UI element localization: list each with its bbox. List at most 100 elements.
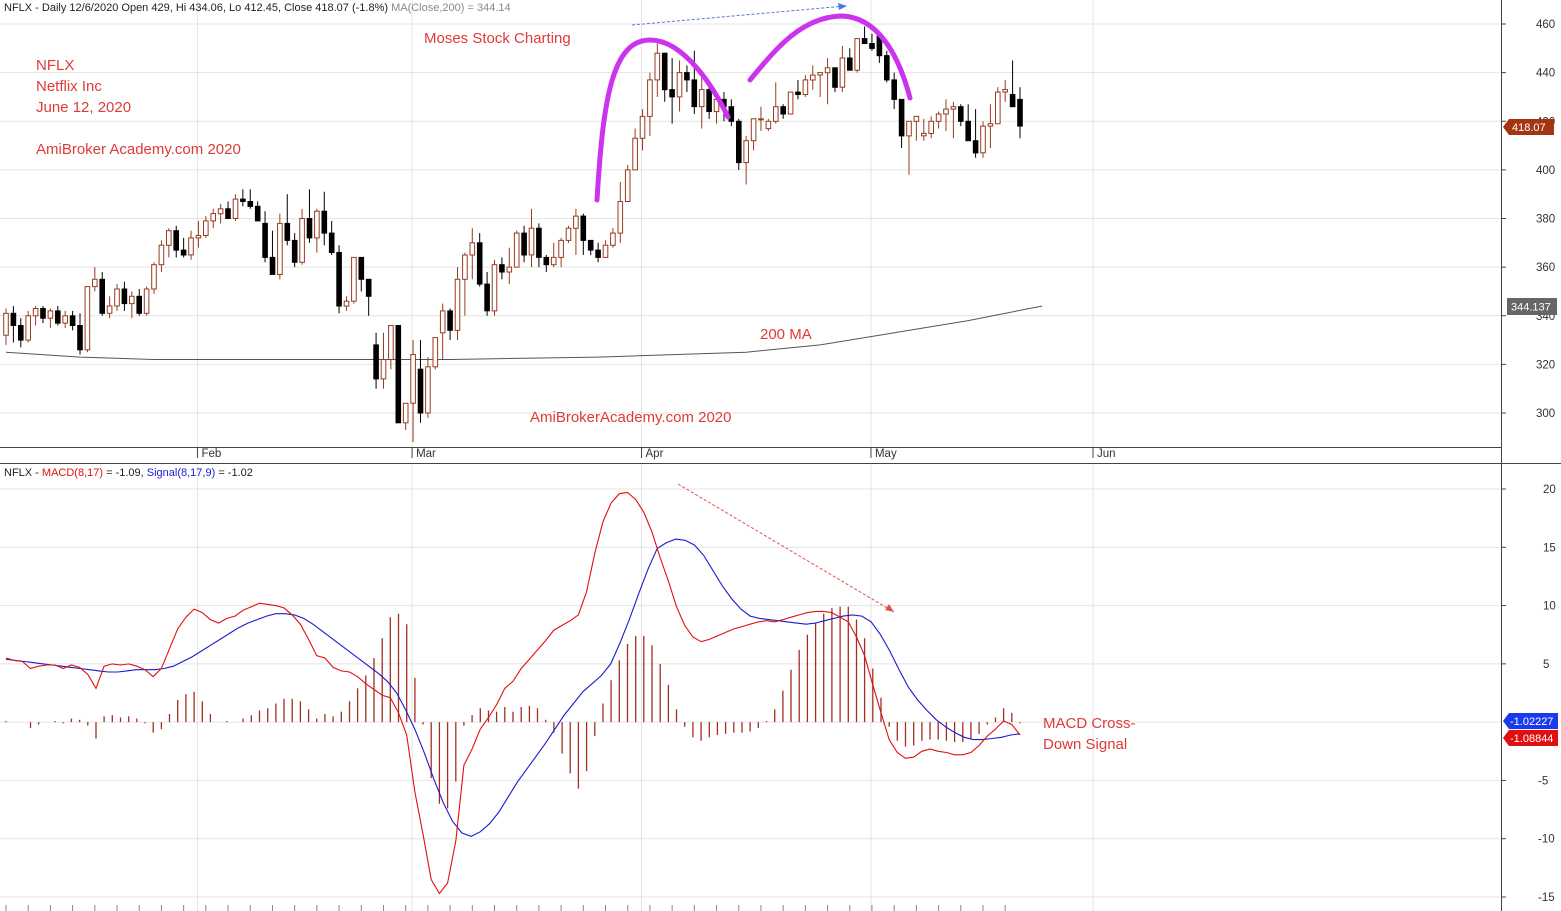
annotation-site-mid: AmiBrokerAcademy.com 2020 <box>530 409 731 426</box>
macd-y-axis: -15 -10 -5 5 10 15 20 <box>1501 484 1556 904</box>
candle <box>351 256 357 304</box>
candle-body <box>388 325 394 360</box>
candle-body <box>203 220 209 236</box>
candle <box>432 337 439 370</box>
macd-tick-label: 10 <box>1543 601 1556 613</box>
candle <box>884 50 890 83</box>
candle-body <box>610 232 616 246</box>
candle <box>580 213 587 255</box>
candle <box>395 325 402 424</box>
candle <box>950 101 957 139</box>
candle-body <box>262 222 268 258</box>
candle <box>513 230 520 268</box>
candle-body <box>299 218 305 263</box>
candle <box>639 109 646 151</box>
candle <box>336 245 342 314</box>
candle <box>898 98 905 148</box>
candle <box>232 194 239 221</box>
candle-body <box>773 106 779 122</box>
candle <box>55 306 61 326</box>
candle <box>269 230 276 275</box>
candle-body <box>935 113 942 122</box>
candle <box>558 237 564 268</box>
candle <box>373 332 379 389</box>
candle-body <box>217 208 224 215</box>
candle-body <box>595 249 601 258</box>
candle <box>121 281 128 311</box>
candle <box>18 318 24 348</box>
candle-body <box>736 120 742 164</box>
candle <box>543 254 550 272</box>
price-tick-label: 320 <box>1536 359 1555 371</box>
candle <box>136 289 142 316</box>
candle <box>25 310 31 343</box>
candle-body <box>728 106 735 122</box>
candle-body <box>972 140 979 154</box>
candle-body <box>151 264 157 290</box>
candle <box>610 228 616 248</box>
candle-body <box>432 337 439 368</box>
macd-pane <box>0 463 1501 911</box>
candle <box>824 58 831 105</box>
candle <box>661 52 668 102</box>
candle-body <box>506 266 513 273</box>
candle <box>943 99 949 131</box>
candle-body <box>787 91 794 115</box>
candle <box>669 58 675 124</box>
candle <box>195 220 202 248</box>
candle <box>980 121 986 158</box>
candle <box>365 278 372 316</box>
annotation-macd-note-2: Down Signal <box>1043 736 1127 753</box>
candle-body <box>521 232 527 256</box>
candle <box>84 286 91 353</box>
candle-body <box>950 106 957 110</box>
candle <box>891 72 898 110</box>
candle-body <box>587 239 594 251</box>
candle-body <box>284 222 291 241</box>
candle <box>758 106 764 131</box>
candle <box>810 65 816 90</box>
price-trend-arrowhead <box>838 3 847 10</box>
price-tick-label: 300 <box>1536 408 1555 420</box>
annotation-date: June 12, 2020 <box>36 99 131 116</box>
candle-body <box>336 252 342 307</box>
candle <box>906 120 912 175</box>
candle-body <box>92 278 98 288</box>
candle-body <box>469 242 476 256</box>
price-tick-label: 360 <box>1536 262 1555 274</box>
signal-line <box>5 538 1021 837</box>
macd-tick-label: 20 <box>1543 484 1556 496</box>
candle-body <box>106 305 113 314</box>
candle-body <box>402 402 409 424</box>
candle <box>499 257 505 280</box>
candle <box>388 325 394 370</box>
candle-body <box>832 67 838 88</box>
candle-body <box>188 237 194 256</box>
candle <box>143 286 150 316</box>
candle <box>77 313 83 355</box>
candle-body <box>439 310 446 334</box>
candle-body <box>854 38 861 71</box>
candle <box>624 165 631 202</box>
candle <box>240 189 246 207</box>
candle-body <box>891 79 898 100</box>
candle <box>158 240 165 272</box>
candle-body <box>232 198 239 220</box>
candle <box>180 237 187 258</box>
candle-body <box>765 120 772 130</box>
candle-body <box>173 230 179 251</box>
candle <box>832 67 838 93</box>
macd-tick-label: 5 <box>1543 659 1549 671</box>
candle <box>277 213 283 280</box>
candle-body <box>958 106 964 122</box>
candle-body <box>247 201 254 207</box>
candle <box>484 271 490 316</box>
candle-body <box>543 256 550 266</box>
candle <box>787 91 794 115</box>
candle-body <box>513 232 520 268</box>
candle-body <box>84 286 91 351</box>
month-label: May <box>875 448 897 460</box>
candle <box>528 208 535 268</box>
candle <box>254 201 261 222</box>
candle-body <box>661 52 668 91</box>
